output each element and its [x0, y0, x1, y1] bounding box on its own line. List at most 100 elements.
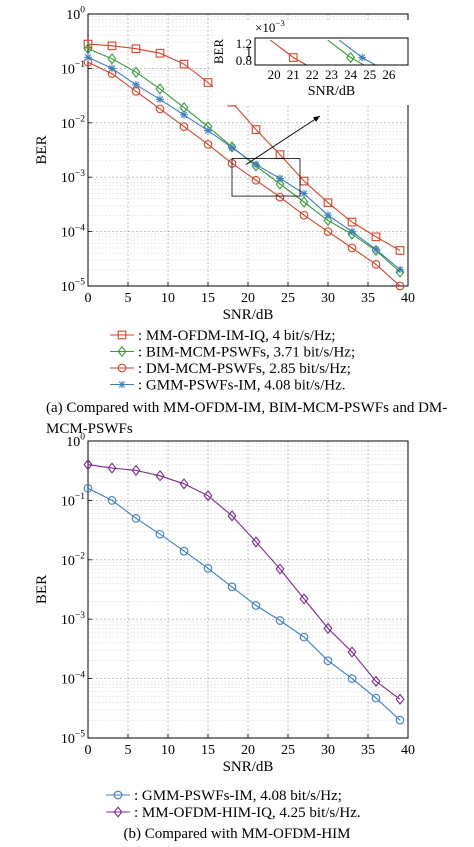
- chart-b-series-2-point: [203, 490, 213, 502]
- chart-b-x-tick-label: 20: [241, 743, 255, 758]
- chart-a-series-4-point: [204, 126, 212, 135]
- chart-a-series-1-point: [395, 246, 405, 255]
- chart-a-inset-series-3-point: [358, 53, 366, 62]
- chart-b-series-1-point: [227, 582, 237, 592]
- caption-a-text: (a) Compared with MM-OFDM-IM, BIM-MCM-PS…: [46, 400, 448, 437]
- chart-b-x-tick-label: 0: [85, 743, 92, 758]
- chart-b-series-1-line: [87, 487, 401, 721]
- chart-a-series-2-point: [275, 178, 285, 190]
- chart-b-series-2-point: [227, 510, 237, 522]
- chart-a-x-tick-label: 5: [125, 291, 132, 306]
- chart-b-legend-1-label: : GMM-PSWFs-IM, 4.08 bit/s/Hz;: [134, 788, 342, 804]
- chart-b-series-2-point: [131, 464, 141, 477]
- chart-a-series-2-point: [323, 214, 333, 227]
- chart-a-series-3-point: [347, 243, 357, 253]
- chart-a-y-tick-label: 100: [66, 6, 85, 23]
- chart-b-series-2-point: [107, 462, 117, 474]
- caption-b: (b) Compared with MM-OFDM-HIM: [0, 824, 474, 845]
- chart-b-x-tick-label: 15: [201, 743, 215, 758]
- chart-b-series-1-point: [347, 674, 357, 683]
- chart-a-series-1-point: [371, 232, 381, 242]
- chart-a-series-1-point: [347, 217, 357, 227]
- caption-a: (a) Compared with MM-OFDM-IM, BIM-MCM-PS…: [0, 398, 474, 440]
- chart-a-inset-x-tick-label: 22: [306, 67, 319, 82]
- chart-a-inset-y-axis-label: BER: [211, 39, 226, 65]
- chart-a-y-axis-label: BER: [34, 135, 50, 164]
- chart-b-x-axis-label: SNR/dB: [223, 759, 274, 775]
- chart-b-x-tick-label: 35: [361, 743, 375, 758]
- chart-b-x-tick-label: 25: [281, 743, 295, 758]
- chart-a-x-tick-label: 20: [241, 291, 255, 306]
- chart-a-series-4-point: [300, 189, 308, 198]
- chart-b-y-axis-label: BER: [34, 575, 50, 604]
- chart-b-series-2-point: [299, 593, 309, 605]
- chart-b-series-2-point: [371, 675, 381, 688]
- chart-a-series-1-point: [251, 125, 261, 134]
- chart-a-series-3-point: [371, 260, 381, 269]
- chart-a-inset-box: [254, 37, 409, 66]
- chart-a-inset-x-tick-label: 24: [344, 67, 358, 82]
- chart-b-series-1-point: [371, 693, 381, 703]
- chart-b-x-tick-label: 10: [161, 743, 175, 758]
- chart-a-inset-x-axis-label: SNR/dB: [308, 84, 355, 99]
- chart-b-legend-1-marker: [113, 790, 123, 800]
- chart-a-zoom-box: [231, 158, 301, 197]
- chart-b-series-2-point: [251, 536, 261, 548]
- chart-a-legend-2-marker: [117, 345, 127, 358]
- chart-b-series-1-point: [155, 529, 165, 539]
- chart-b-series-2-point: [395, 693, 405, 705]
- chart-a-series-2-point: [395, 266, 405, 278]
- chart-a-series-4-point: [252, 160, 260, 169]
- chart-a-legend-3-marker: [117, 363, 127, 373]
- chart-a-y-tick-label: 10−1: [61, 60, 85, 77]
- chart-a-series-3-point: [155, 104, 165, 114]
- chart-a-series-4-point: [84, 53, 92, 62]
- chart-b-series-2-point: [155, 470, 165, 482]
- chart-a-legend-4-label: : GMM-PSWFs-IM, 4.08 bit/s/Hz.: [138, 378, 346, 394]
- chart-a-series-4-point: [156, 95, 164, 104]
- chart-a-y-tick-label: 10−2: [61, 115, 85, 132]
- chart-a-series-4-point: [396, 265, 404, 274]
- chart-a-inset-x-tick-label: 21: [287, 67, 300, 82]
- chart-a-inset-x-tick-label: 23: [325, 67, 338, 82]
- chart-a-y-tick-label: 10−5: [61, 278, 85, 295]
- chart-a-series-2-point: [131, 66, 141, 78]
- chart-b-y-tick-label: 10−3: [61, 611, 85, 628]
- chart-a-series-3-point: [323, 227, 333, 236]
- chart-b-series-1-point: [179, 546, 189, 556]
- chart-b-series-2-line: [87, 464, 401, 700]
- chart-a-legend-3-label: : DM-MCM-PSWFs, 2.85 bit/s/Hz;: [138, 361, 351, 377]
- chart-a-series-3-point: [203, 140, 213, 149]
- chart-a-x-tick-label: 10: [161, 291, 175, 306]
- chart-a-legend-2-label: : BIM-MCM-PSWFs, 3.71 bit/s/Hz;: [138, 345, 355, 361]
- chart-a-series-4-point: [372, 245, 380, 254]
- chart-a-series-1-point: [107, 41, 117, 51]
- chart-b-series-2-point: [347, 646, 357, 658]
- chart-a-series-1-point: [155, 48, 165, 58]
- chart-b-series-1-point: [323, 656, 333, 666]
- chart-a-series-4-point: [132, 80, 140, 89]
- chart-a-inset-x-tick-label: 25: [363, 67, 376, 82]
- chart-a-series-4-point: [228, 143, 236, 152]
- chart-a-inset-series-2-point: [346, 51, 356, 64]
- chart-b-legend-2-label: : MM-OFDM-HIM-IQ, 4.25 bit/s/Hz.: [134, 805, 361, 821]
- chart-a-inset-x-tick-label: 26: [382, 67, 396, 82]
- chart-b-series-1-point: [107, 496, 117, 505]
- chart-a-x-tick-label: 15: [201, 291, 215, 306]
- chart-a-inset-background: [213, 20, 416, 105]
- chart-a-series-2-point: [371, 244, 381, 257]
- chart-a-x-tick-label: 40: [401, 291, 415, 306]
- chart-b-x-tick-label: 5: [125, 743, 132, 758]
- chart-b-series-1-point: [395, 715, 405, 725]
- chart-a-legend-1-label: : MM-OFDM-IM-IQ, 4 bit/s/Hz;: [138, 328, 336, 344]
- chart-a-series-3-point: [299, 210, 309, 220]
- chart-a-series-4-point: [180, 111, 188, 119]
- chart-a-x-tick-label: 30: [321, 291, 335, 306]
- chart-a-legend-4-marker: [118, 380, 126, 389]
- chart-a-inset-y-tick-label: 1: [246, 45, 253, 60]
- chart-a-series-3-point: [395, 281, 405, 291]
- chart-b-y-tick-label: 10−4: [61, 670, 85, 687]
- chart-b-x-tick-label: 30: [321, 743, 335, 758]
- chart-a-series-2-point: [107, 53, 117, 65]
